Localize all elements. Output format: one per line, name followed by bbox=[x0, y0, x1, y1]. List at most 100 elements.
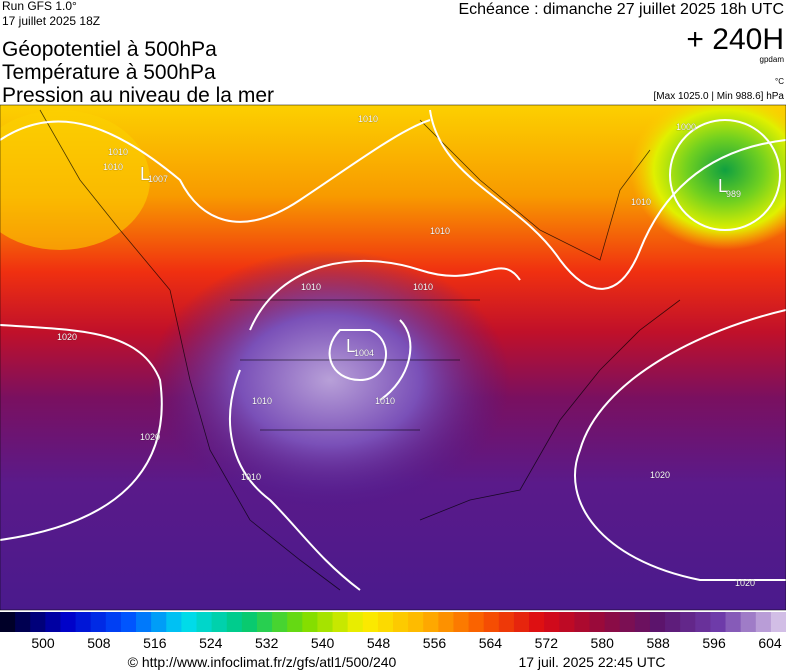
color-swatch bbox=[196, 612, 213, 632]
color-swatch bbox=[665, 612, 681, 632]
color-swatch bbox=[559, 612, 575, 632]
map-label: L bbox=[718, 176, 728, 196]
color-swatch bbox=[241, 612, 258, 632]
color-swatch bbox=[770, 612, 786, 632]
map-label: 1020 bbox=[57, 332, 77, 342]
map-label: 989 bbox=[726, 189, 741, 199]
color-swatch bbox=[362, 612, 379, 632]
color-swatch bbox=[105, 612, 122, 632]
color-swatch bbox=[226, 612, 243, 632]
colorbar-label: 532 bbox=[255, 635, 279, 651]
title: Géopotentiel à 500hPa bbox=[2, 38, 217, 61]
color-swatch bbox=[529, 612, 545, 632]
map-label: 1010 bbox=[413, 282, 433, 292]
color-swatch bbox=[30, 612, 46, 632]
color-swatch bbox=[544, 612, 560, 632]
color-swatch bbox=[649, 612, 666, 632]
colorbar-label: 564 bbox=[479, 635, 503, 651]
color-swatch bbox=[347, 612, 364, 632]
map-label: 1000 bbox=[676, 122, 696, 132]
colorbar: 500 508 516 524 532 540 548 556 564 572 580 588 596 6… bbox=[0, 612, 786, 651]
colorbar-label: 596 bbox=[702, 635, 726, 651]
pressure-range: [Max 1025.0 | Min 988.6] hPa bbox=[654, 91, 785, 102]
color-swatch bbox=[332, 612, 349, 632]
color-swatch bbox=[60, 612, 77, 632]
color-swatch bbox=[90, 612, 107, 632]
color-swatch bbox=[604, 612, 621, 632]
lead-time: + 240H bbox=[686, 23, 784, 56]
colorbar-label: 508 bbox=[87, 635, 111, 651]
color-swatch bbox=[0, 612, 16, 632]
color-swatch bbox=[393, 612, 409, 632]
map-label: 1007 bbox=[148, 174, 168, 184]
colorbar-label: 588 bbox=[646, 635, 670, 651]
color-swatch bbox=[317, 612, 334, 632]
colorbar-label: 580 bbox=[591, 635, 615, 651]
map-label: 1020 bbox=[140, 432, 160, 442]
color-swatch bbox=[408, 612, 424, 632]
color-swatch bbox=[755, 612, 772, 632]
color-swatch bbox=[710, 612, 727, 632]
color-swatch bbox=[166, 612, 182, 632]
unit-geo: gpdam bbox=[760, 55, 785, 64]
map-label: L bbox=[346, 336, 356, 356]
color-swatch bbox=[498, 612, 515, 632]
map-label: 1020 bbox=[650, 470, 670, 480]
color-swatch bbox=[15, 612, 31, 632]
colorbar-label: 572 bbox=[535, 635, 559, 651]
color-swatch bbox=[513, 612, 530, 632]
title: Température à 500hPa bbox=[2, 61, 216, 84]
color-swatch bbox=[75, 612, 92, 632]
map-label: 1010 bbox=[103, 162, 123, 172]
color-swatch bbox=[45, 612, 61, 632]
color-swatch bbox=[680, 612, 696, 632]
title: Pression au niveau de la mer bbox=[2, 84, 274, 107]
color-swatch bbox=[120, 612, 137, 632]
unit-temp: °C bbox=[775, 77, 784, 86]
color-swatch bbox=[272, 612, 288, 632]
map-label: 1010 bbox=[430, 226, 450, 236]
echeance: Echéance : dimanche 27 juillet 2025 18h … bbox=[458, 1, 784, 18]
color-swatch bbox=[619, 612, 636, 632]
colorbar-label: 604 bbox=[758, 635, 782, 651]
map-label: 1010 bbox=[631, 197, 651, 207]
color-swatch bbox=[695, 612, 711, 632]
color-swatch bbox=[740, 612, 757, 632]
color-swatch bbox=[302, 612, 318, 632]
colorbar-label: 524 bbox=[199, 635, 223, 651]
coastlines bbox=[39, 109, 681, 591]
map-label: 1010 bbox=[241, 472, 261, 482]
map-label: 1010 bbox=[358, 114, 378, 124]
color-swatch bbox=[181, 612, 197, 632]
map-label: 1010 bbox=[375, 396, 395, 406]
color-swatch bbox=[377, 612, 394, 632]
color-swatch bbox=[256, 612, 273, 632]
color-swatch bbox=[438, 612, 454, 632]
map-label: 1010 bbox=[108, 147, 128, 157]
footer-generated: 17 juil. 2025 22:45 UTC bbox=[518, 654, 665, 670]
isobars bbox=[0, 109, 786, 591]
colorbar-label: 548 bbox=[367, 635, 391, 651]
color-swatch bbox=[151, 612, 167, 632]
color-swatch bbox=[453, 612, 470, 632]
color-swatch bbox=[287, 612, 303, 632]
color-swatch bbox=[136, 612, 152, 632]
colorbar-label: 500 bbox=[31, 635, 55, 651]
color-swatch bbox=[725, 612, 742, 632]
color-swatch bbox=[483, 612, 500, 632]
colorbar-label: 516 bbox=[143, 635, 167, 651]
colorbar-label: 540 bbox=[311, 635, 335, 651]
footer-url: © http://www.infoclimat.fr/z/gfs/atl1/50… bbox=[128, 654, 397, 670]
map-label: 1010 bbox=[301, 282, 321, 292]
map bbox=[0, 105, 786, 610]
map-label: 1004 bbox=[354, 348, 374, 358]
run: Run GFS 1.0° bbox=[2, 0, 77, 13]
colorbar-label: 556 bbox=[423, 635, 447, 651]
color-swatch bbox=[468, 612, 485, 632]
map-label: L bbox=[140, 164, 150, 184]
color-swatch bbox=[574, 612, 590, 632]
color-swatch bbox=[423, 612, 439, 632]
color-swatch bbox=[589, 612, 606, 632]
